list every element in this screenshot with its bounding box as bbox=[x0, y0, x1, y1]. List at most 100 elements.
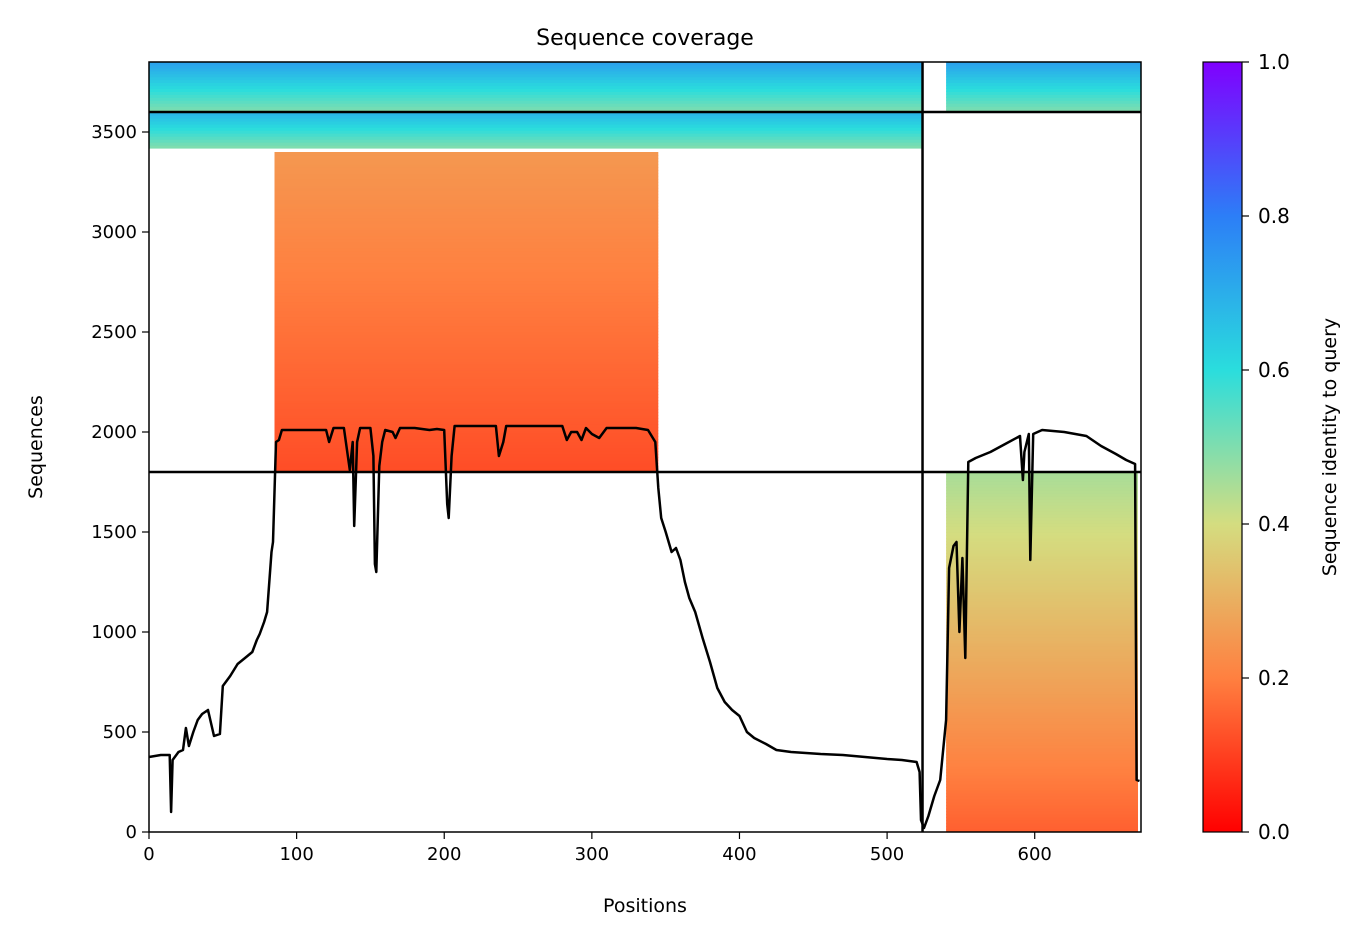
msa-row bbox=[946, 613, 1138, 617]
msa-row bbox=[274, 310, 659, 315]
msa-row bbox=[946, 646, 1138, 650]
msa-row bbox=[274, 274, 659, 279]
msa-row bbox=[946, 745, 1138, 749]
block-chain2-paired bbox=[946, 62, 1141, 113]
msa-row bbox=[946, 496, 1138, 500]
msa-row bbox=[946, 514, 1138, 518]
msa-row bbox=[946, 91, 1141, 95]
msa-row bbox=[274, 283, 659, 288]
msa-row bbox=[946, 649, 1138, 653]
msa-row bbox=[274, 448, 659, 452]
msa-row bbox=[946, 778, 1138, 782]
msa-row bbox=[149, 103, 923, 107]
msa-row bbox=[149, 85, 923, 89]
msa-row bbox=[946, 652, 1138, 656]
msa-row bbox=[946, 553, 1138, 557]
msa-row bbox=[946, 655, 1138, 659]
msa-row bbox=[946, 568, 1138, 572]
msa-row bbox=[274, 158, 659, 162]
msa-row bbox=[274, 187, 659, 192]
msa-row bbox=[274, 319, 659, 324]
msa-row bbox=[149, 124, 923, 128]
msa-row bbox=[946, 481, 1138, 485]
msa-row bbox=[274, 178, 659, 183]
msa-row bbox=[274, 175, 659, 180]
msa-row bbox=[149, 100, 923, 104]
msa-row bbox=[946, 793, 1138, 797]
colorbar-axis: 0.0 0.2 0.4 0.6 0.8 1.0 bbox=[1242, 50, 1290, 844]
msa-row bbox=[274, 190, 659, 195]
msa-row bbox=[274, 382, 659, 386]
msa-row bbox=[149, 70, 923, 75]
msa-row bbox=[149, 62, 923, 66]
msa-row bbox=[946, 772, 1138, 776]
msa-row bbox=[946, 751, 1138, 755]
x-tick-label: 300 bbox=[575, 844, 609, 865]
msa-row bbox=[274, 451, 659, 455]
msa-row bbox=[149, 67, 923, 72]
msa-row bbox=[274, 247, 659, 252]
msa-row bbox=[946, 787, 1138, 791]
msa-row bbox=[274, 397, 659, 401]
msa-row bbox=[274, 379, 659, 383]
msa-row bbox=[149, 79, 923, 84]
msa-row bbox=[274, 445, 659, 449]
msa-row bbox=[149, 76, 923, 81]
msa-row bbox=[946, 637, 1138, 641]
block-chain1-paired bbox=[149, 62, 923, 113]
msa-row bbox=[946, 676, 1138, 680]
msa-row bbox=[946, 748, 1138, 752]
msa-row bbox=[946, 508, 1138, 512]
msa-row bbox=[946, 763, 1138, 767]
msa-row bbox=[274, 433, 659, 437]
msa-row bbox=[274, 301, 659, 306]
msa-row bbox=[946, 826, 1138, 830]
msa-row bbox=[946, 100, 1141, 104]
msa-row bbox=[946, 817, 1138, 821]
msa-row bbox=[149, 118, 923, 122]
msa-row bbox=[946, 586, 1138, 590]
msa-row bbox=[946, 769, 1138, 773]
msa-row bbox=[274, 385, 659, 389]
msa-row bbox=[149, 64, 923, 69]
block-chain2-unpaired bbox=[946, 472, 1138, 832]
y-tick-label: 1000 bbox=[91, 622, 137, 643]
msa-row bbox=[274, 238, 659, 243]
msa-row bbox=[149, 142, 923, 146]
y-tick-label: 2500 bbox=[91, 322, 137, 343]
colorbar bbox=[1202, 61, 1243, 833]
msa-row bbox=[274, 202, 659, 207]
msa-row bbox=[946, 796, 1138, 800]
msa-row bbox=[274, 454, 659, 458]
msa-row bbox=[946, 628, 1138, 632]
msa-row bbox=[274, 400, 659, 404]
msa-row bbox=[946, 562, 1138, 566]
msa-row bbox=[946, 85, 1141, 89]
msa-row bbox=[274, 181, 659, 186]
msa-row bbox=[946, 499, 1138, 503]
block-chain1-unpaired bbox=[274, 152, 659, 473]
msa-row bbox=[274, 277, 659, 282]
msa-row bbox=[946, 727, 1138, 731]
msa-row bbox=[946, 547, 1138, 551]
msa-row bbox=[274, 253, 659, 258]
y-axis-label: Sequences bbox=[25, 395, 47, 499]
msa-row bbox=[274, 241, 659, 246]
msa-row bbox=[149, 139, 923, 143]
msa-row bbox=[946, 544, 1138, 548]
msa-row bbox=[946, 535, 1138, 539]
msa-row bbox=[274, 439, 659, 443]
msa-row bbox=[274, 442, 659, 446]
msa-row bbox=[274, 211, 659, 216]
msa-row bbox=[946, 610, 1138, 614]
msa-row bbox=[274, 418, 659, 422]
msa-row bbox=[946, 595, 1138, 599]
colorbar-tick-label: 0.0 bbox=[1258, 820, 1290, 844]
msa-row bbox=[946, 718, 1138, 722]
msa-row bbox=[946, 541, 1138, 545]
block-chain1-unpaired-high bbox=[149, 112, 923, 149]
msa-row bbox=[946, 829, 1138, 832]
msa-row bbox=[274, 196, 659, 201]
msa-row bbox=[274, 355, 659, 359]
